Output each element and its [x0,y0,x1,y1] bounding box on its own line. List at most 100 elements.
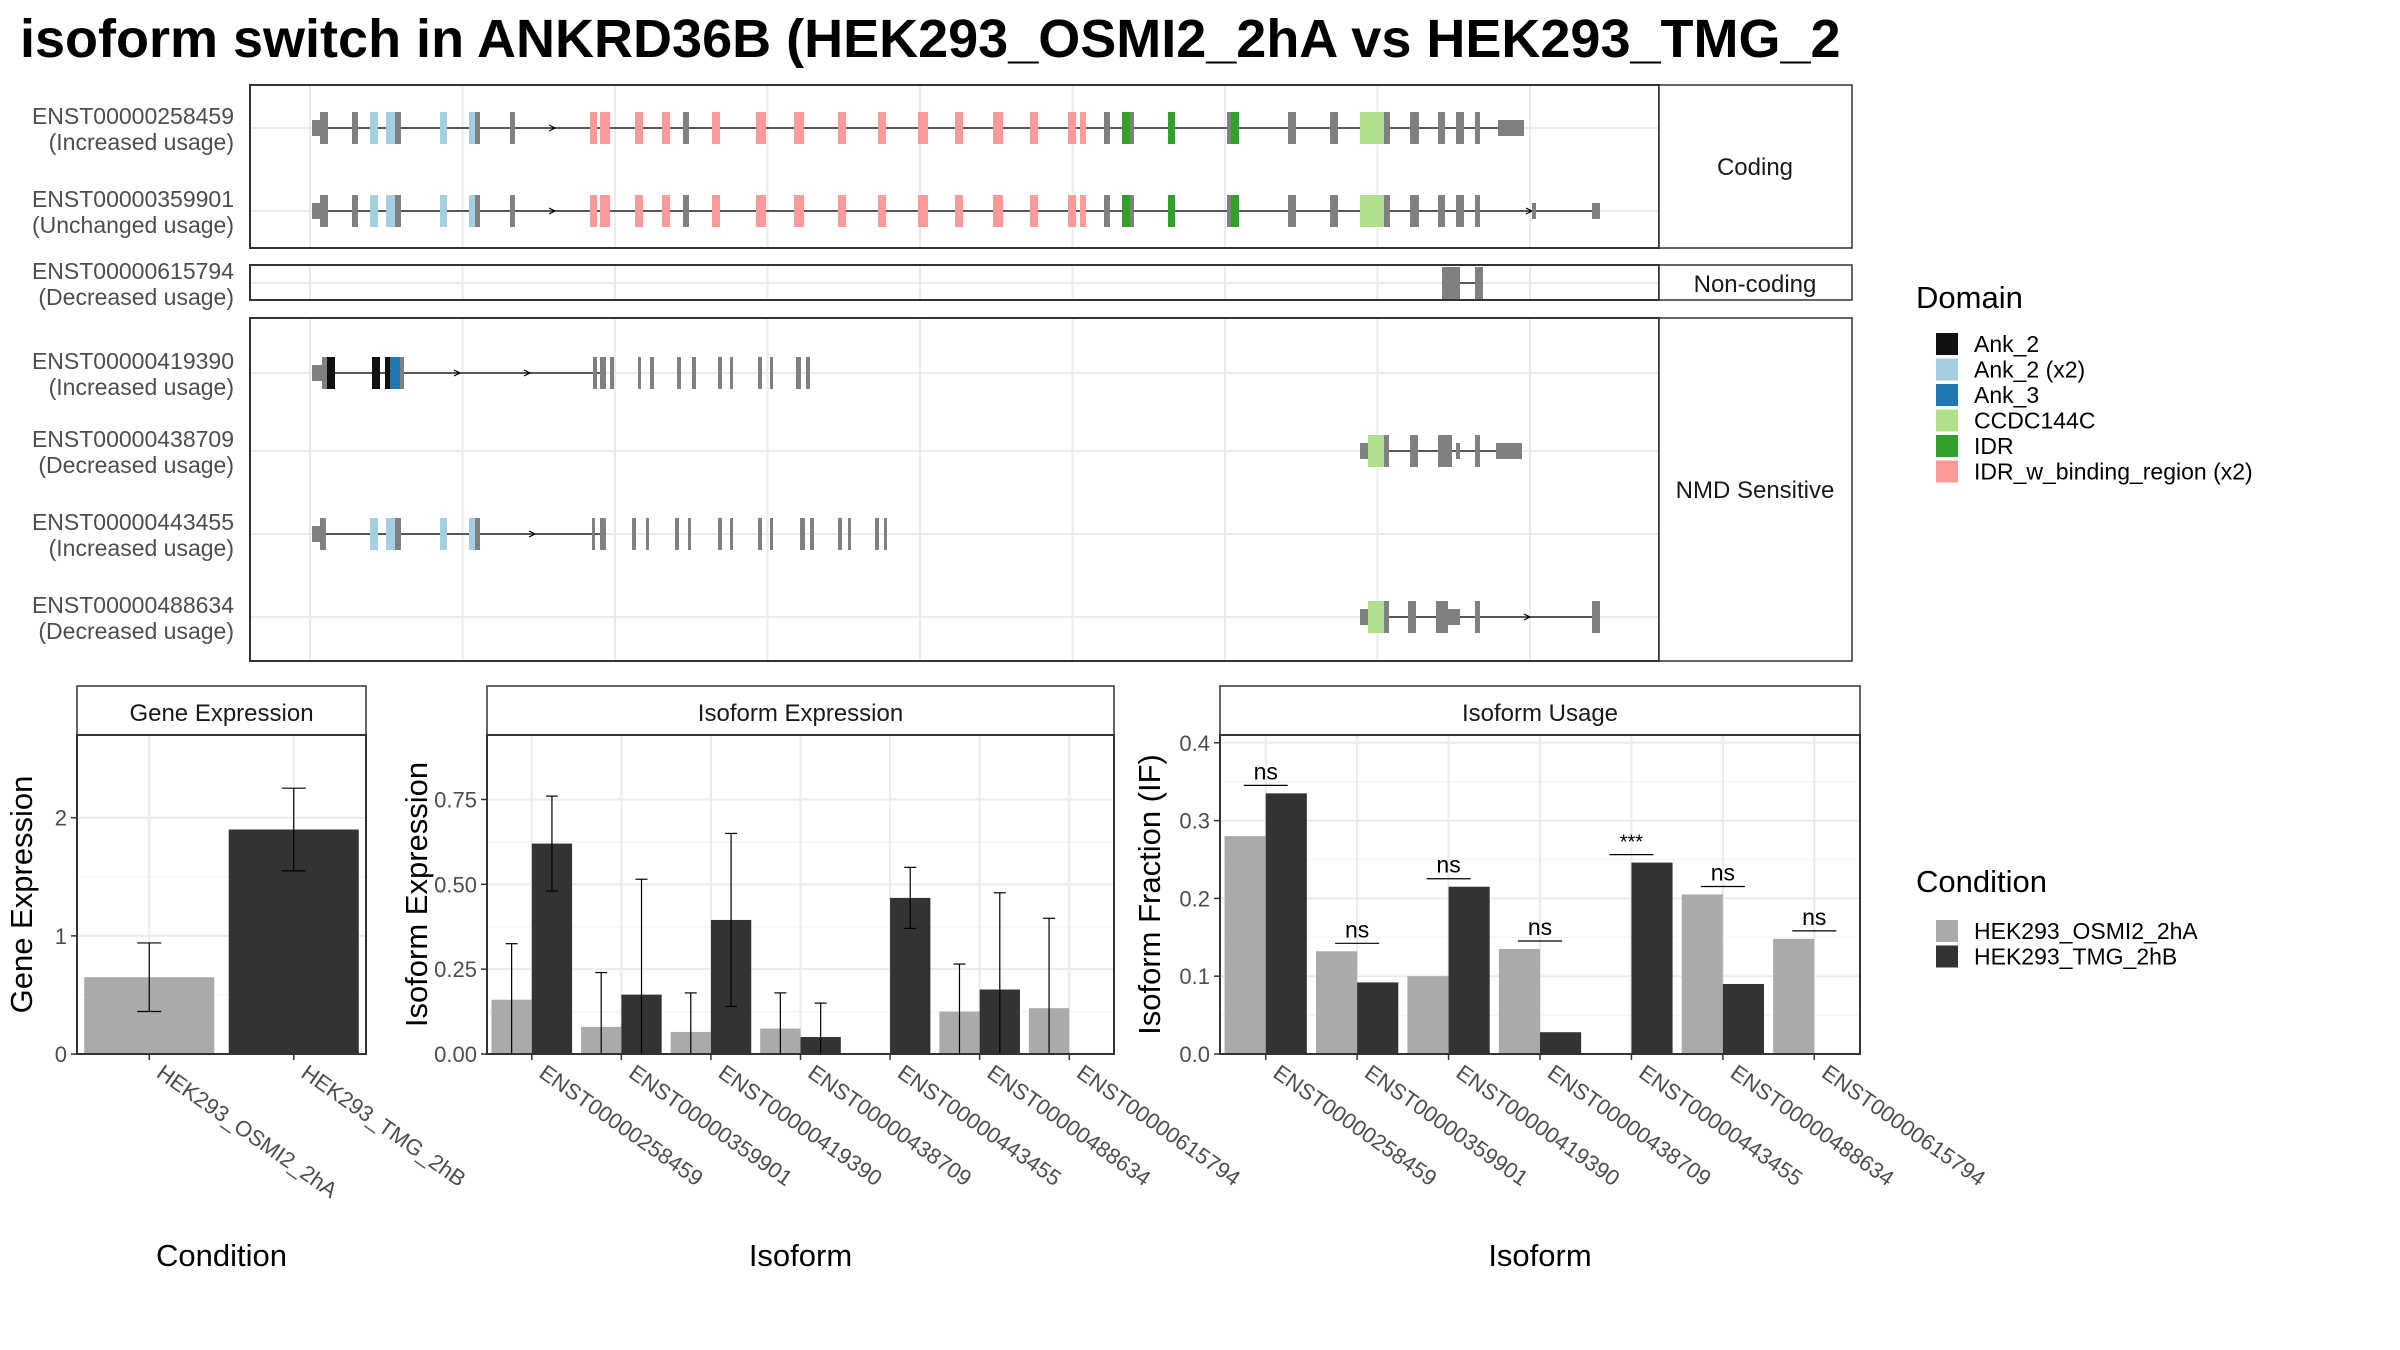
exon-block [794,195,804,227]
significance-label: ns [1254,758,1278,784]
panel-title: Gene Expression [129,700,313,727]
exon-block [1122,195,1130,227]
domain-legend-label: Ank_3 [1974,382,2039,408]
exon-block [730,357,733,389]
bar-charts: Gene Expression012HEK293_OSMI2_2hAHEK293… [4,685,1990,1273]
exon-block [1384,195,1390,227]
exon-block [1438,112,1445,144]
strand-arrow [528,530,537,538]
exon-block [1436,601,1448,633]
bar [1722,983,1764,1054]
exon-block [370,518,378,550]
exon-block [692,357,696,389]
exon-block [1330,195,1338,227]
exon-block [1227,112,1231,144]
exon-block [440,112,447,144]
bar [1498,948,1540,1054]
condition-legend-label: HEK293_OSMI2_2hA [1974,918,2198,944]
exon-block [1442,267,1460,299]
domain-legend-label: CCDC144C [1974,408,2095,434]
exon-block [718,518,722,550]
exon-block [1448,435,1452,467]
exon-block [1104,195,1110,227]
significance-label: ns [1528,914,1552,940]
exon-block [1475,112,1480,144]
exon-block [650,357,654,389]
exon-block [475,195,480,227]
exon-block [372,357,380,389]
panel-title: Isoform Expression [698,700,903,727]
isoform-structure-panel: ENST00000258459(Increased usage)ENST0000… [32,84,1660,662]
exon-block [1456,443,1460,459]
y-tick-label: 0.50 [434,872,477,897]
exon-block [390,357,402,389]
exon-block [918,195,928,227]
isoform-id-label: ENST00000258459 [32,103,234,129]
x-tick-label: ENST00000438709 [1543,1060,1716,1191]
exon-block [1475,435,1480,467]
domain-legend-swatch [1936,435,1958,457]
exon-block [794,112,804,144]
panel-border [76,734,367,1055]
isoform-usage-label: (Decreased usage) [38,618,234,644]
exon-block [796,357,801,389]
exon-block [1227,195,1231,227]
exon-block [1360,609,1368,625]
exon-block [370,112,378,144]
exon-block [758,518,762,550]
exon-block [1360,195,1384,227]
x-tick-label: ENST00000443455 [893,1060,1066,1191]
domain-legend-label: Ank_2 [1974,331,2039,357]
y-tick-label: 0.0 [1179,1042,1210,1067]
exon-block [1168,112,1175,144]
exon-block [993,112,1003,144]
bar [1224,836,1266,1054]
exon-block [875,518,879,550]
domain-legend-label: IDR [1974,433,2014,459]
significance-label: ns [1345,916,1369,942]
exon-block [395,518,401,550]
y-tick-label: 0.1 [1179,964,1210,989]
isoform-id-label: ENST00000615794 [32,258,234,284]
isoform-usage-label: (Decreased usage) [38,284,234,310]
exon-block [1410,435,1418,467]
isoform-usage-label: (Increased usage) [49,535,234,561]
isoform-usage-label: (Increased usage) [49,129,234,155]
exon-block [590,112,597,144]
x-axis-title: Condition [156,1238,287,1273]
condition-legend-title: Condition [1916,864,2047,899]
figure-title: isoform switch in ANKRD36B (HEK293_OSMI2… [20,9,1841,69]
exon-block [1080,112,1086,144]
exon-block [718,357,722,389]
exon-block [1532,203,1536,219]
exon-block [712,195,720,227]
y-tick-label: 2 [55,806,67,831]
exon-block [675,518,679,550]
bar [1448,886,1490,1054]
exon-block [993,195,1003,227]
y-tick-label: 0.3 [1179,809,1210,834]
y-tick-label: 1 [55,924,67,949]
domain-legend-swatch [1936,409,1958,432]
exon-block [1104,112,1110,144]
y-axis-title: Gene Expression [4,776,39,1014]
exon-block [385,357,393,389]
exon-block [395,112,401,144]
bar [1681,894,1723,1054]
exon-block [1130,112,1134,144]
exon-block [440,518,447,550]
isoform-usage-label: (Unchanged usage) [32,212,234,238]
exon-block [683,195,689,227]
exon-block [1230,195,1239,227]
exon-block [635,195,643,227]
exon-block [1122,112,1130,144]
x-tick-label: ENST00000443455 [1635,1060,1808,1191]
facet-strip-nmd [1658,317,1853,662]
exon-block [593,357,597,389]
exon-block [610,357,614,389]
domain-legend-label: Ank_2 (x2) [1974,357,2085,383]
bar [1357,982,1399,1054]
exon-block [475,518,480,550]
